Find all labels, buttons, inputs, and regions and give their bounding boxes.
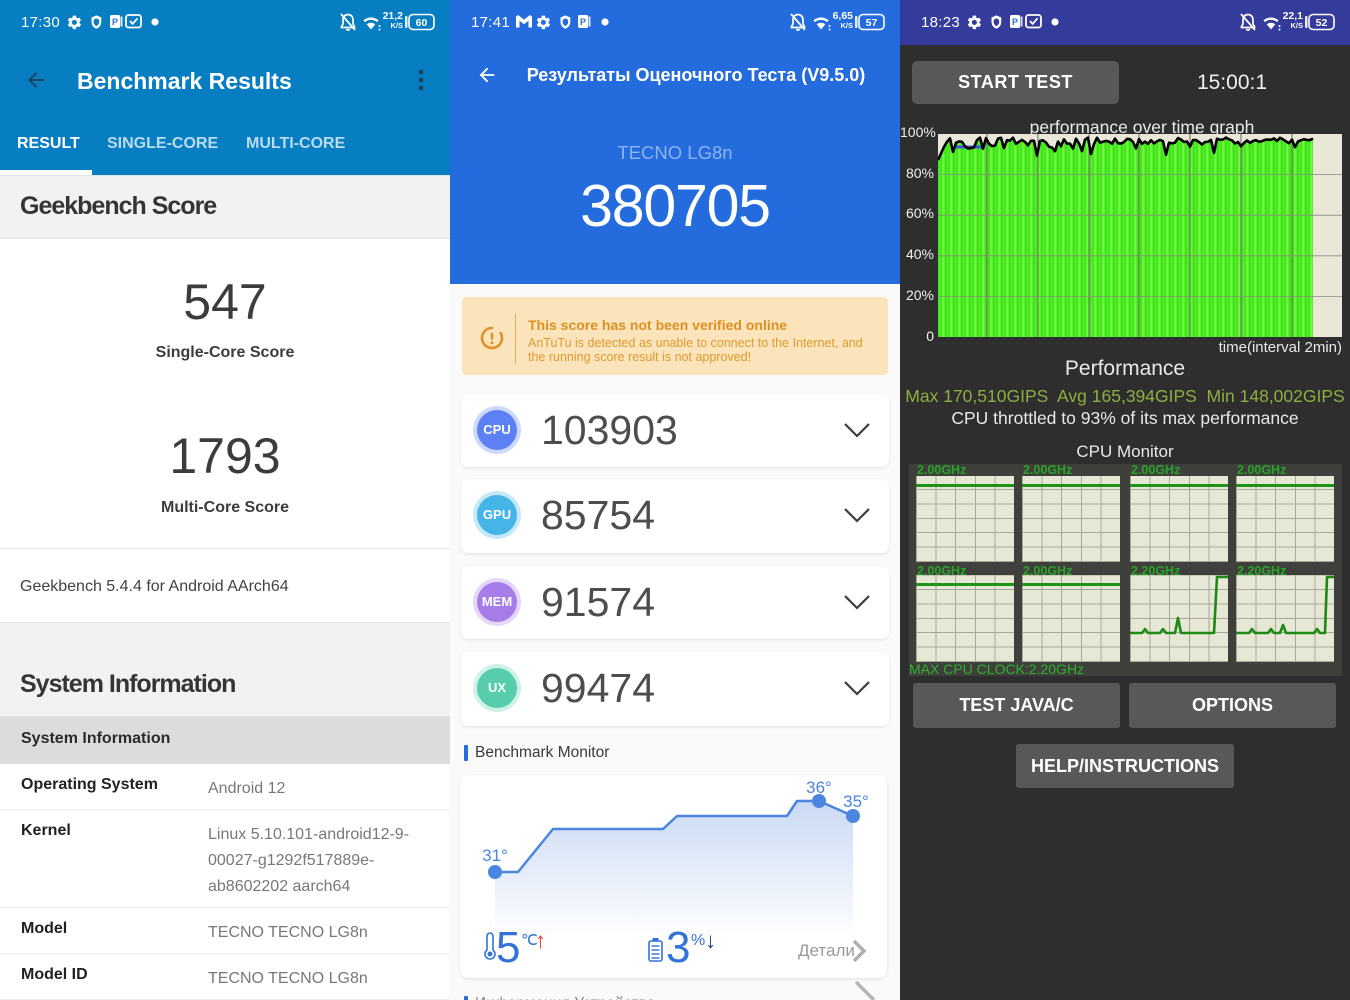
svg-text:℃: ℃ [521,932,538,949]
svg-text:%: % [691,932,705,949]
svg-text:↓: ↓ [705,928,716,953]
svg-text:Детали: Детали [798,941,855,960]
svg-text:6,65: 6,65 [833,10,854,22]
svg-text:P: P [580,17,586,27]
svg-text:3: 3 [666,923,690,972]
svg-text:K/S: K/S [1290,21,1303,30]
svg-text:35°: 35° [843,792,869,811]
svg-text:60: 60 [416,17,428,29]
svg-text:36°: 36° [806,778,832,797]
svg-text:↑: ↑ [535,928,546,953]
svg-text:52: 52 [1316,17,1328,29]
svg-text:K/S: K/S [840,21,853,30]
svg-text:K/S: K/S [390,21,403,30]
svg-text:P: P [1012,17,1018,27]
svg-text:P: P [112,17,118,27]
svg-text:22,1: 22,1 [1283,10,1304,22]
svg-text:57: 57 [866,17,878,29]
svg-text:5: 5 [496,923,520,972]
svg-text:21,2: 21,2 [383,10,404,22]
svg-text:31°: 31° [482,846,508,865]
